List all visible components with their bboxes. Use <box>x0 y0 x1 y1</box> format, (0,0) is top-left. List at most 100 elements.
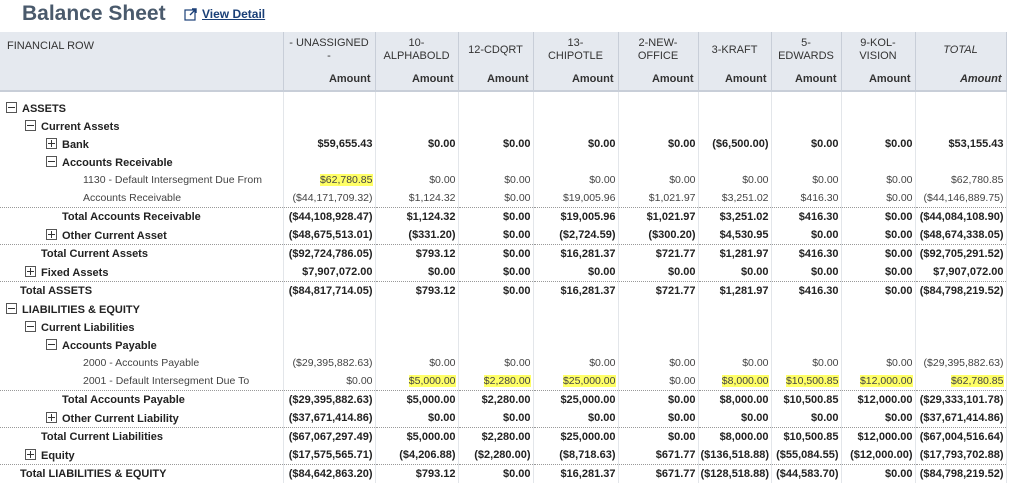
column-header-2[interactable]: 12-CDQRT <box>458 32 534 68</box>
table-row: Other Current Liability ($37,671,414.86) $… <box>0 409 1007 428</box>
row-label: 2001 - Default Intersegment Due To <box>0 372 284 391</box>
amount-cell: $62,780.85 <box>915 372 1007 391</box>
amount-value: $793.12 <box>415 248 456 260</box>
collapse-icon[interactable] <box>46 155 57 167</box>
amount-value: ($128,518.88) <box>700 468 770 480</box>
amount-cell: ($44,583.70) <box>771 464 842 483</box>
amount-cell <box>771 318 842 336</box>
collapse-icon[interactable] <box>6 302 17 314</box>
amount-cell: $0.00 <box>841 207 916 226</box>
amount-cell: $1,124.32 <box>375 207 459 226</box>
row-label[interactable]: Accounts Receivable <box>0 153 284 171</box>
amount-cell <box>841 336 916 354</box>
column-header-5[interactable]: 3-KRAFT <box>698 32 772 68</box>
row-label[interactable]: Fixed Assets <box>0 263 284 282</box>
amount-cell: $416.30 <box>771 189 842 208</box>
row-label[interactable]: ASSETS <box>0 99 284 117</box>
amount-cell: $0.00 <box>841 171 916 189</box>
amount-value: ($92,705,291.52) <box>919 248 1004 260</box>
page-title: Balance Sheet <box>22 2 166 25</box>
amount-subheader: Amount <box>698 68 772 92</box>
amount-cell: $25,000.00 <box>533 427 619 446</box>
column-header-1[interactable]: 10-ALPHABOLD <box>375 32 459 68</box>
amount-cell <box>375 300 459 318</box>
amount-value: $0.00 <box>886 174 913 186</box>
amount-value: $0.00 <box>502 285 531 297</box>
row-label[interactable]: Current Liabilities <box>0 318 284 336</box>
amount-value: $0.00 <box>589 174 616 186</box>
amount-cell: $16,281.37 <box>533 244 619 263</box>
amount-value: $0.00 <box>587 412 616 424</box>
amount-cell <box>533 153 619 171</box>
amount-cell <box>375 318 459 336</box>
amount-value: $0.00 <box>884 266 913 278</box>
expand-icon[interactable] <box>46 411 57 423</box>
collapse-icon[interactable] <box>25 320 36 332</box>
row-label[interactable]: Other Current Asset <box>0 226 284 245</box>
amount-cell: $0.00 <box>458 263 534 282</box>
expand-icon[interactable] <box>25 448 36 460</box>
amount-cell: $16,281.37 <box>533 464 619 483</box>
amount-cell <box>375 153 459 171</box>
expand-icon[interactable] <box>25 265 36 277</box>
amount-cell <box>915 300 1007 318</box>
amount-cell: $0.00 <box>618 372 699 391</box>
amount-value: $25,000.00 <box>562 375 616 387</box>
amount-cell: $0.00 <box>533 171 619 189</box>
amount-value: ($84,642,863.20) <box>288 468 373 480</box>
row-label[interactable]: Other Current Liability <box>0 409 284 428</box>
table-row: Accounts Receivable ($44,171,709.32) $1,12… <box>0 189 1007 208</box>
amount-value: $2,280.00 <box>483 375 531 387</box>
view-detail-link-group[interactable]: View Detail <box>184 6 265 21</box>
amount-value: $12,000.00 <box>859 375 913 387</box>
column-header-4[interactable]: 2-NEW-OFFICE <box>618 32 699 68</box>
amount-value: $0.00 <box>669 375 696 387</box>
amount-cell: $0.00 <box>533 354 619 372</box>
amount-cell: $0.00 <box>375 171 459 189</box>
column-header-6[interactable]: 5-EDWARDS <box>771 32 842 68</box>
amount-cell: $1,281.97 <box>698 281 772 300</box>
view-detail-link[interactable]: View Detail <box>202 6 266 21</box>
amount-value: $12,000.00 <box>857 431 913 443</box>
amount-cell: $0.00 <box>771 226 842 245</box>
column-header-7[interactable]: 9-KOL-VISION <box>841 32 916 68</box>
amount-cell: $0.00 <box>533 135 619 153</box>
amount-value: $0.00 <box>886 357 913 369</box>
row-label[interactable]: Current Assets <box>0 117 284 135</box>
table-row: Fixed Assets $7,907,072.00 $0.00 $0.00 $0.00… <box>0 263 1007 282</box>
row-label[interactable]: Bank <box>0 135 284 153</box>
column-header-financial-row[interactable]: FINANCIAL ROW <box>0 32 284 68</box>
amount-value: ($84,798,219.52) <box>919 285 1004 297</box>
collapse-icon[interactable] <box>6 101 17 113</box>
amount-value: $0.00 <box>810 412 839 424</box>
amount-cell: ($84,798,219.52) <box>915 464 1007 483</box>
export-icon <box>184 8 197 21</box>
collapse-icon[interactable] <box>25 119 36 131</box>
amount-cell <box>283 336 376 354</box>
column-header-3[interactable]: 13- CHIPOTLE <box>533 32 619 68</box>
expand-icon[interactable] <box>46 137 57 149</box>
amount-cell: $19,005.96 <box>533 189 619 208</box>
amount-cell: $2,280.00 <box>458 427 534 446</box>
amount-cell: $0.00 <box>458 189 534 208</box>
expand-icon[interactable] <box>46 228 57 240</box>
amount-cell: $0.00 <box>618 171 699 189</box>
amount-cell: $0.00 <box>458 464 534 483</box>
amount-cell <box>375 336 459 354</box>
row-label[interactable]: Accounts Payable <box>0 336 284 354</box>
collapse-icon[interactable] <box>46 338 57 350</box>
row-label[interactable]: LIABILITIES & EQUITY <box>0 300 284 318</box>
column-header-8[interactable]: TOTAL <box>915 32 1007 68</box>
amount-cell <box>841 153 916 171</box>
amount-cell: $0.00 <box>458 354 534 372</box>
amount-cell: $0.00 <box>841 135 916 153</box>
amount-cell: $416.30 <box>771 207 842 226</box>
column-header-0[interactable]: - UNASSIGNED - <box>283 32 376 68</box>
row-label[interactable]: Equity <box>0 446 284 465</box>
amount-cell: ($300.20) <box>618 226 699 245</box>
amount-value: $0.00 <box>810 138 839 150</box>
amount-cell <box>533 117 619 135</box>
amount-cell: $0.00 <box>841 189 916 208</box>
amount-cell: $0.00 <box>533 409 619 428</box>
amount-cell: $0.00 <box>458 244 534 263</box>
